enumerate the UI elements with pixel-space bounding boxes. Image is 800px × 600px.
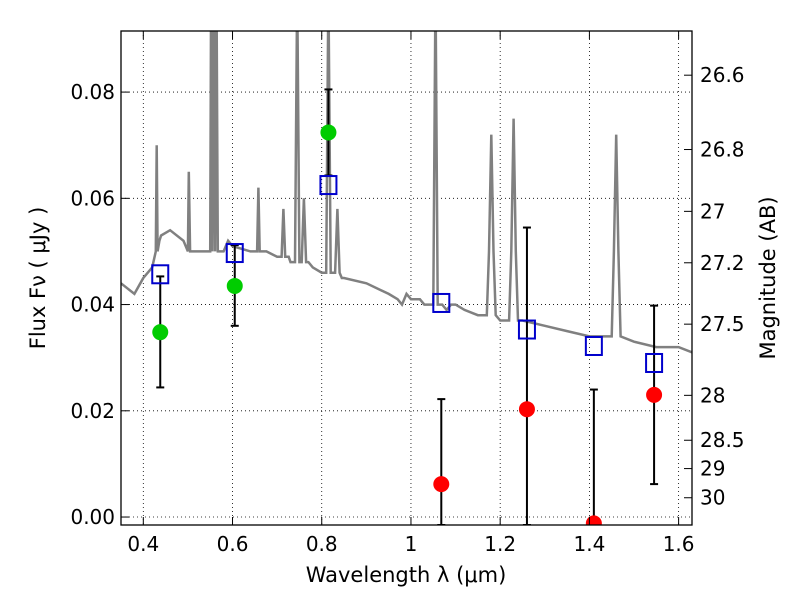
x-tick-label: 0.4: [127, 532, 159, 556]
model-square: [225, 243, 244, 264]
spectrum-line: [121, 31, 692, 354]
x-tick-label: 0.6: [217, 532, 249, 556]
mag-tick-label: 27.5: [700, 312, 745, 336]
x-tick-label: 1.6: [663, 532, 695, 556]
data-point: [152, 324, 169, 341]
x-tick-label: 1.2: [484, 532, 516, 556]
x-tick-label: 1: [405, 532, 418, 556]
plot-area: [121, 31, 692, 525]
mag-tick-label: 29: [700, 457, 725, 481]
data-point: [585, 515, 602, 525]
mag-tick-label: 28: [700, 383, 725, 407]
mag-tick-label: 28.5: [700, 428, 745, 452]
y-tick-label: 0.08: [70, 80, 115, 104]
model-square: [432, 292, 451, 313]
observed-points: [152, 124, 663, 525]
plot-frame: [120, 30, 693, 526]
y-tick-label: 0.06: [70, 186, 115, 210]
data-point: [433, 476, 450, 493]
x-axis-label: Wavelength λ (μm): [306, 563, 507, 587]
y-tick-label: 0.00: [70, 505, 115, 529]
mag-tick-label: 26.6: [700, 63, 745, 87]
data-point: [646, 386, 663, 403]
data-point: [226, 277, 243, 294]
error-bars: [156, 88, 659, 525]
model-squares: [151, 175, 664, 373]
x-tick-label: 1.4: [573, 532, 605, 556]
model-square: [584, 335, 603, 356]
model-square: [517, 319, 536, 340]
mag-tick-label: 26.8: [700, 138, 745, 162]
model-square: [645, 352, 664, 373]
model-square: [151, 264, 170, 285]
mag-tick-label: 27.2: [700, 251, 745, 275]
y-tick-label: 0.02: [70, 399, 115, 423]
grid: [121, 31, 692, 525]
mag-tick-label: 27: [700, 199, 725, 223]
axes: 0.4 0.6 0.8 1 1.2 1.4 1.6 0.00 0.02 0.04 0.06 0.08 2…: [70, 31, 745, 556]
data-point: [518, 401, 535, 418]
mag-tick-label: 30: [700, 486, 725, 510]
x-tick-label: 0.8: [306, 532, 338, 556]
model-square: [319, 175, 338, 196]
data-point: [320, 124, 337, 141]
y-axis-label: Flux Fν ( μJy ): [26, 207, 50, 350]
y2-axis-label: Magnitude (AB): [756, 196, 780, 359]
y-tick-label: 0.04: [70, 293, 115, 317]
